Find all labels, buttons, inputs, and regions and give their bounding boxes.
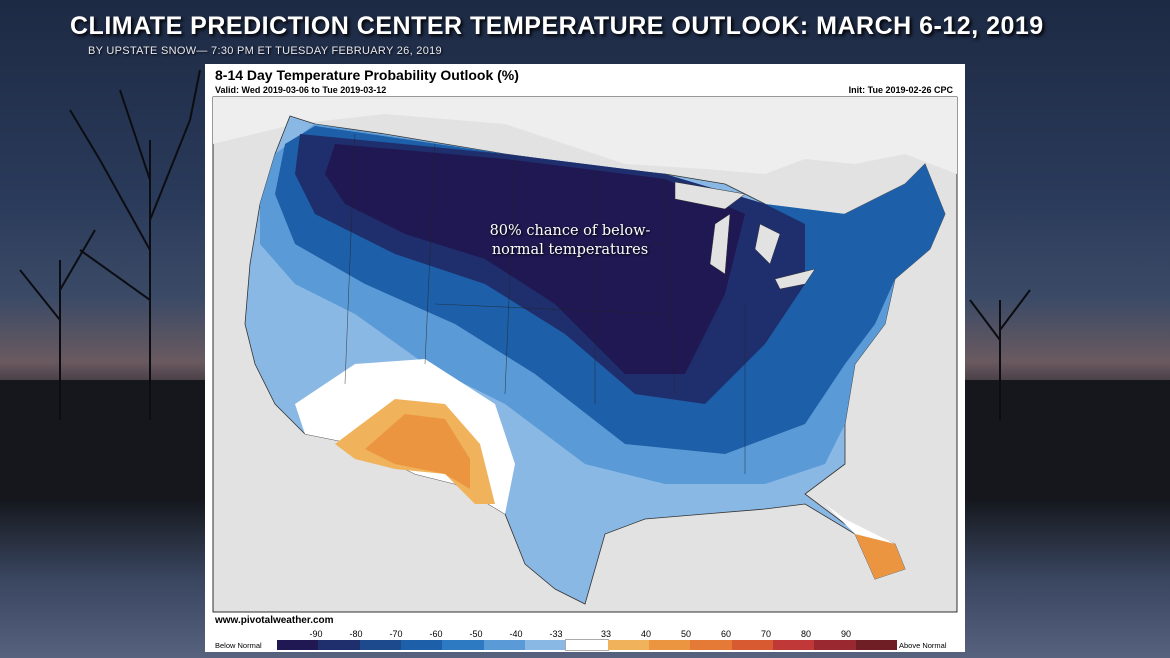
legend-swatch xyxy=(442,640,484,650)
legend-swatch xyxy=(483,640,525,650)
legend-tick: 33 xyxy=(600,629,612,639)
legend-tick: -90 xyxy=(309,629,323,639)
legend-above-label: Above Normal xyxy=(899,641,947,650)
byline: BY UPSTATE SNOW— 7:30 PM ET TUESDAY FEBR… xyxy=(88,45,442,57)
legend-swatch xyxy=(277,640,319,650)
legend-tick: 60 xyxy=(720,629,732,639)
legend-below-label: Below Normal xyxy=(215,641,262,650)
us-temperature-map xyxy=(212,96,958,613)
legend-tick: -40 xyxy=(509,629,523,639)
legend: -90 -80 -70 -60 -50 -40 -33 33 40 50 60 … xyxy=(205,629,965,653)
legend-swatch xyxy=(400,640,443,650)
legend-swatch xyxy=(855,640,897,650)
legend-swatch xyxy=(565,639,609,651)
legend-color-bar xyxy=(277,639,897,651)
legend-swatch xyxy=(318,640,360,650)
legend-tick: 80 xyxy=(800,629,812,639)
legend-swatch xyxy=(607,640,649,650)
legend-tick: -50 xyxy=(469,629,483,639)
outlook-map-panel: 8-14 Day Temperature Probability Outlook… xyxy=(205,64,965,652)
legend-tick: 70 xyxy=(760,629,772,639)
valid-range: Valid: Wed 2019-03-06 to Tue 2019-03-12 xyxy=(215,85,387,95)
legend-tick: -33 xyxy=(549,629,563,639)
legend-tick: -70 xyxy=(389,629,403,639)
map-title: 8-14 Day Temperature Probability Outlook… xyxy=(215,67,519,83)
legend-swatch xyxy=(359,640,401,650)
legend-tick: 40 xyxy=(640,629,652,639)
annotation-line-1: 80% chance of below- xyxy=(489,223,651,239)
legend-swatch xyxy=(731,640,773,650)
legend-swatch xyxy=(772,640,815,650)
credit-url[interactable]: www.pivotalweather.com xyxy=(215,615,334,626)
annotation-line-2: normal temperatures xyxy=(491,242,649,258)
legend-swatch xyxy=(814,640,856,650)
legend-tick: -60 xyxy=(429,629,443,639)
headline: CLIMATE PREDICTION CENTER TEMPERATURE OU… xyxy=(70,12,1044,40)
legend-swatch xyxy=(648,640,691,650)
legend-swatch xyxy=(690,640,732,650)
legend-tick: -80 xyxy=(349,629,363,639)
map-annotation: 80% chance of below- normal temperatures xyxy=(470,222,670,260)
legend-tick: 50 xyxy=(680,629,692,639)
init-date: Init: Tue 2019-02-26 CPC xyxy=(848,85,953,95)
legend-tick: 90 xyxy=(840,629,852,639)
legend-swatch xyxy=(524,640,567,650)
